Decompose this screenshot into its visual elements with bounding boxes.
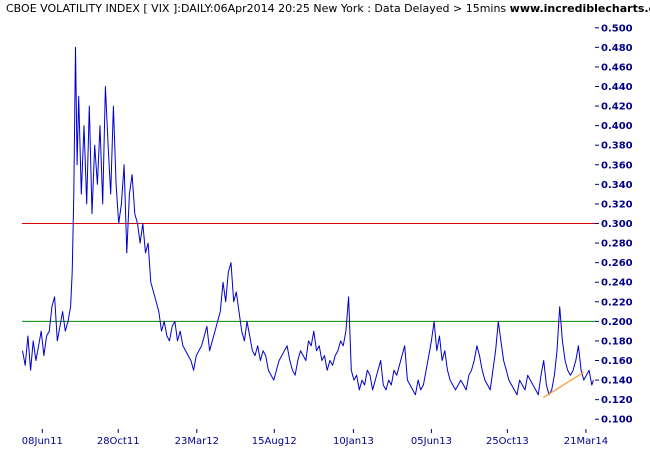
x-tick-label: 23Mar12: [175, 436, 219, 447]
x-tick-label: 25Oct13: [486, 436, 529, 447]
x-tick-label: 05Jun13: [411, 436, 452, 447]
y-tick-label: 0.340: [601, 180, 633, 191]
y-tick-label: 0.120: [601, 395, 633, 406]
y-tick-label: 0.260: [601, 258, 633, 269]
x-tick-label: 10Jan13: [333, 436, 374, 447]
y-tick-label: 0.280: [601, 239, 633, 250]
y-tick-label: 0.100: [601, 415, 633, 426]
y-tick-label: 0.420: [601, 102, 633, 113]
y-tick-label: 0.480: [601, 43, 633, 54]
x-tick-label: 15Aug12: [252, 436, 297, 447]
y-tick-label: 0.380: [601, 141, 633, 152]
y-tick-label: 0.400: [601, 121, 633, 132]
y-tick-label: 0.160: [601, 356, 633, 367]
y-tick-label: 0.240: [601, 278, 633, 289]
series-layer: [22, 46, 594, 399]
brand-link[interactable]: www.incrediblecharts.com: [509, 2, 650, 15]
chart-header: CBOE VOLATILITY INDEX [ VIX ]:DAILY:06Ap…: [6, 2, 650, 16]
y-tick-label: 0.500: [601, 23, 633, 34]
reference-lines: [22, 223, 595, 322]
x-tick-label: 21Mar14: [564, 436, 608, 447]
y-tick-label: 0.180: [601, 336, 633, 347]
y-tick-label: 0.200: [601, 317, 633, 328]
y-tick-label: 0.300: [601, 219, 633, 230]
y-tick-label: 0.440: [601, 82, 633, 93]
support-trendline: [542, 371, 585, 399]
y-tick-label: 0.140: [601, 376, 633, 387]
y-tick-label: 0.320: [601, 199, 633, 210]
y-tick-label: 0.460: [601, 62, 633, 73]
y-tick-label: 0.360: [601, 160, 633, 171]
chart-title: CBOE VOLATILITY INDEX [ VIX ]:DAILY:06Ap…: [6, 2, 507, 15]
x-tick-label: 28Oct11: [97, 436, 140, 447]
x-tick-label: 08Jun11: [22, 436, 63, 447]
y-tick-label: 0.220: [601, 297, 633, 308]
vix-series-line: [22, 46, 594, 396]
axes: 0.100 0.120 0.140 0.160 0.180 0.200 0.220 0.240…: [22, 23, 633, 447]
